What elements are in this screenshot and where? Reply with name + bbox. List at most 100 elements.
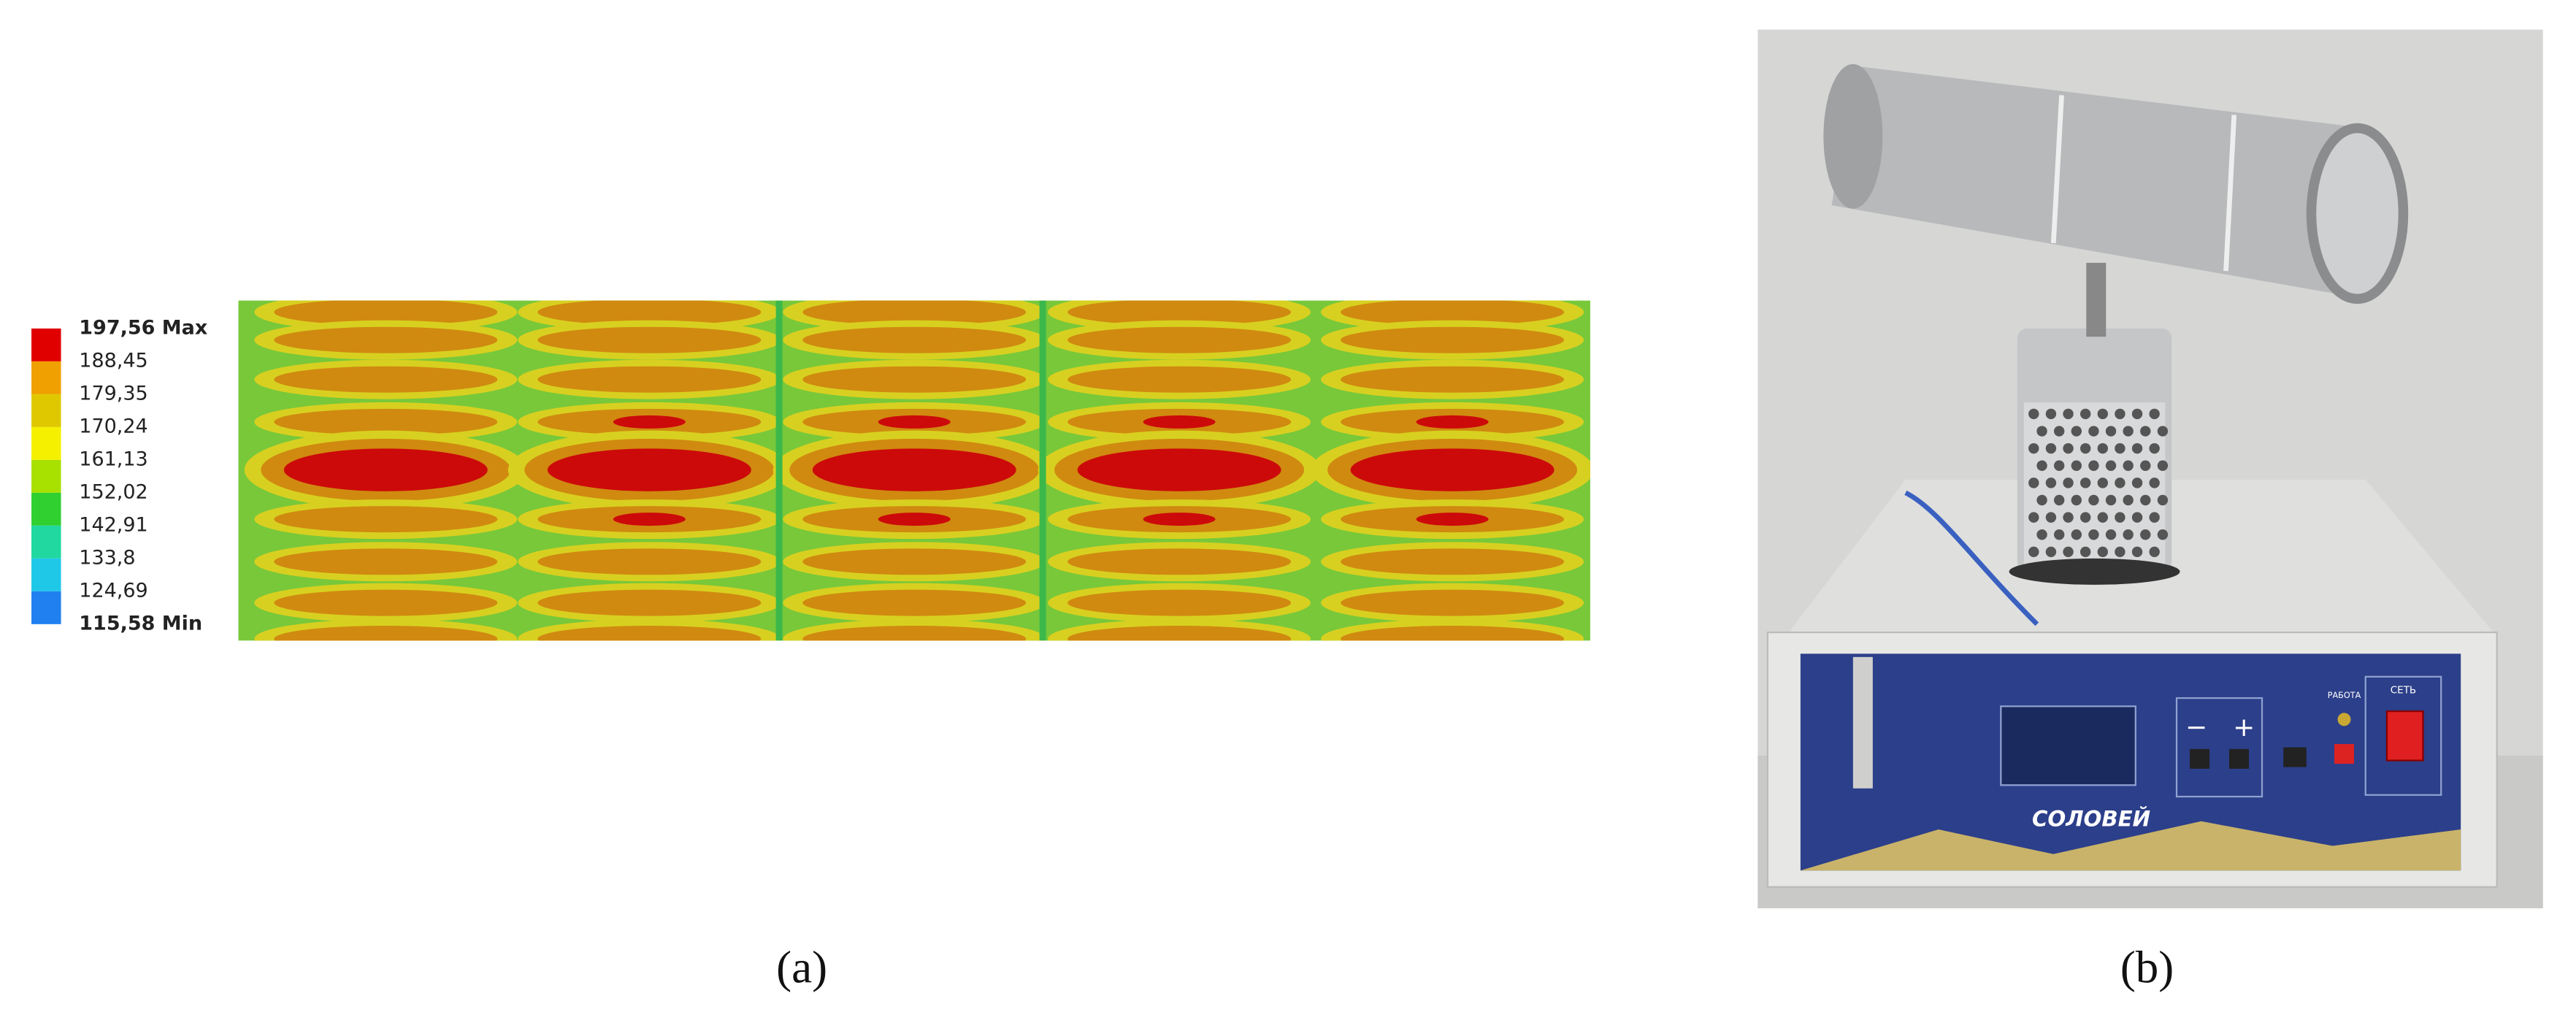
contour xyxy=(547,448,751,491)
caption-a: (a) xyxy=(776,941,827,992)
hole xyxy=(2157,494,2169,506)
legend-label: 161,13 xyxy=(79,448,147,470)
hole xyxy=(2071,529,2082,540)
perforation xyxy=(2028,408,2169,558)
hole xyxy=(2053,426,2065,437)
contour xyxy=(613,513,686,526)
hole xyxy=(2028,478,2039,488)
photo: − + РАБОТА СЕТЬ СОЛОВЕЙ xyxy=(1757,29,2543,909)
hole xyxy=(2045,478,2057,488)
work-label: РАБОТА xyxy=(2328,691,2361,700)
hole xyxy=(2157,529,2169,540)
contour xyxy=(1143,513,1216,526)
hole xyxy=(2079,408,2091,420)
hole xyxy=(2097,408,2108,420)
hole xyxy=(2079,478,2091,488)
hole xyxy=(2097,442,2108,454)
hole xyxy=(2079,442,2091,454)
cylinder-ring xyxy=(2050,95,2064,244)
contour xyxy=(1341,589,1565,616)
legend-label: 179,35 xyxy=(79,382,147,404)
hole xyxy=(2115,512,2125,523)
contour xyxy=(537,626,762,641)
contour xyxy=(1416,415,1489,429)
legend-label: 197,56 Max xyxy=(79,316,207,339)
hole xyxy=(2140,529,2151,540)
hole xyxy=(2123,426,2134,437)
contour xyxy=(274,589,498,616)
contour xyxy=(802,626,1027,641)
contour xyxy=(802,589,1027,616)
contour xyxy=(802,326,1027,353)
cylinder-mouth xyxy=(2306,123,2409,304)
contour-plot xyxy=(238,300,1590,641)
legend-swatch xyxy=(31,492,61,526)
hole xyxy=(2131,512,2143,523)
contour xyxy=(1067,326,1292,353)
hole xyxy=(2088,426,2099,437)
hole xyxy=(2036,426,2047,437)
contour xyxy=(1067,366,1292,393)
legend-swatch xyxy=(31,394,61,427)
contour xyxy=(1067,300,1292,326)
hole xyxy=(2097,512,2108,523)
hole xyxy=(2149,442,2160,454)
panel-stripe xyxy=(1800,821,2461,871)
hole xyxy=(2105,426,2117,437)
hole xyxy=(2131,546,2143,558)
contour xyxy=(1067,626,1292,641)
hole xyxy=(2149,478,2160,488)
hole xyxy=(2053,494,2065,506)
legend-label: 188,45 xyxy=(79,349,147,372)
contour xyxy=(274,626,498,641)
hole xyxy=(2079,546,2091,558)
hole xyxy=(2053,460,2065,471)
contour xyxy=(1341,326,1565,353)
legend-label: 152,02 xyxy=(79,480,147,503)
legend-swatch xyxy=(31,426,61,460)
hole xyxy=(2045,546,2057,558)
legend-label: 142,91 xyxy=(79,513,147,536)
stem xyxy=(2086,262,2107,337)
hole xyxy=(2063,442,2074,454)
hole xyxy=(2131,442,2143,454)
contour xyxy=(812,448,1016,491)
hole xyxy=(2053,529,2065,540)
contour xyxy=(1077,448,1281,491)
contour xyxy=(1341,548,1565,575)
contour xyxy=(274,300,498,326)
button xyxy=(2190,748,2210,769)
display xyxy=(2000,705,2136,786)
hole xyxy=(2028,546,2039,558)
hole xyxy=(2079,512,2091,523)
contour xyxy=(1143,415,1216,429)
button xyxy=(2283,747,2307,767)
contour-line xyxy=(1039,300,1046,641)
hole xyxy=(2028,512,2039,523)
hole xyxy=(2028,442,2039,454)
hole xyxy=(2063,512,2074,523)
contour xyxy=(1067,548,1292,575)
hole xyxy=(2123,460,2134,471)
hole xyxy=(2045,408,2057,420)
cable xyxy=(1904,490,2039,626)
contour xyxy=(1067,589,1292,616)
hole xyxy=(2071,460,2082,471)
hole xyxy=(2157,460,2169,471)
hole xyxy=(2036,529,2047,540)
contour xyxy=(1341,366,1565,393)
contour xyxy=(274,506,498,533)
contour xyxy=(283,448,488,491)
legend-label: 124,69 xyxy=(79,579,147,602)
legend-swatch xyxy=(31,525,61,559)
hole xyxy=(2115,478,2125,488)
contour xyxy=(537,326,762,353)
contour xyxy=(274,548,498,575)
feet xyxy=(2009,558,2180,585)
brand: СОЛОВЕЙ xyxy=(2032,806,2150,832)
cylinder-end xyxy=(1823,64,1883,209)
hole xyxy=(2097,546,2108,558)
indicator xyxy=(2337,713,2351,726)
